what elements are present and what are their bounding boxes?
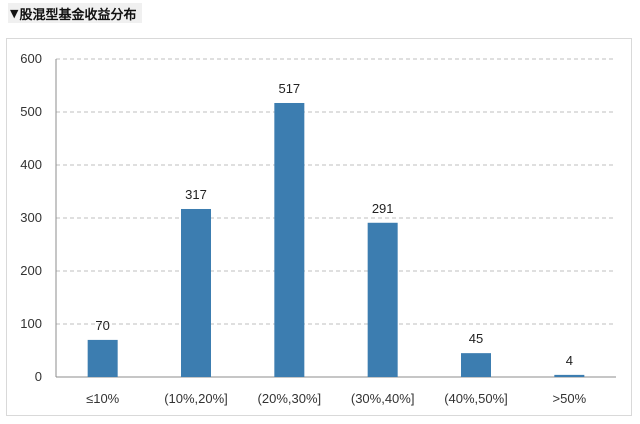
y-tick-label: 200 [20,263,42,278]
x-tick-label: ≤10% [86,391,120,406]
bar [461,353,491,377]
x-tick-label: >50% [553,391,587,406]
y-tick-label: 500 [20,104,42,119]
data-label: 291 [372,201,394,216]
data-label: 4 [566,353,573,368]
bar [554,374,585,377]
triangle-marker-icon: ▼ [10,6,19,20]
y-tick-label: 400 [20,157,42,172]
bar [367,222,398,377]
x-tick-label: (40%,50%] [444,391,508,406]
y-tick-label: 600 [20,51,42,66]
y-tick-label: 300 [20,210,42,225]
data-label: 517 [278,81,300,96]
y-tick-label: 0 [35,369,42,384]
x-tick-label: (10%,20%] [164,391,228,406]
chart-title: 股混型基金收益分布 [19,7,137,23]
bar [274,102,305,378]
data-label: 45 [469,331,483,346]
bar [181,208,211,377]
y-tick-label: 100 [20,316,42,331]
chart-heading: ▼ 股混型基金收益分布 [8,3,143,23]
data-label: 70 [95,318,109,333]
data-label: 317 [185,187,207,202]
x-tick-label: (30%,40%] [351,391,415,406]
x-tick-label: (20%,30%] [258,391,322,406]
bar [87,339,118,377]
